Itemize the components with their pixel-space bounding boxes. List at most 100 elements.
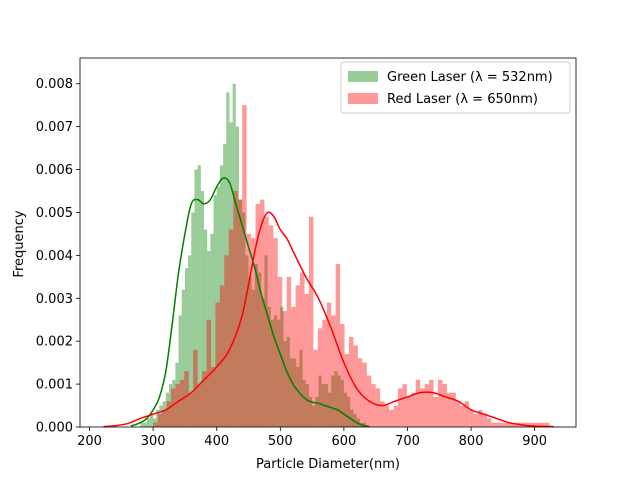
- histogram-bar: [153, 422, 158, 427]
- histogram-bar: [313, 349, 318, 427]
- histogram-bar: [397, 388, 403, 427]
- histogram-bar: [331, 315, 336, 427]
- histogram-bar: [473, 414, 479, 427]
- histogram-bar: [204, 229, 208, 427]
- histogram-bar: [210, 233, 214, 427]
- histogram-bar: [178, 315, 182, 427]
- histogram-bar: [184, 371, 189, 427]
- histogram-bar: [140, 422, 144, 427]
- histogram-bar: [175, 384, 180, 427]
- histogram-bar: [197, 384, 203, 427]
- histogram-bar: [179, 379, 185, 427]
- histogram-bar: [308, 396, 313, 427]
- histogram-bar: [491, 422, 496, 427]
- histogram-bar: [495, 422, 501, 427]
- histogram-bar: [362, 362, 367, 427]
- histogram-bar: [464, 401, 470, 427]
- histogram-bar: [451, 392, 456, 427]
- histogram-bar: [348, 336, 354, 427]
- histogram-bar: [213, 195, 217, 427]
- histogram-bar: [169, 384, 173, 427]
- histogram-bar: [350, 409, 354, 427]
- histogram-bar: [237, 199, 243, 427]
- histogram-bar: [326, 302, 332, 427]
- histogram-bar: [251, 238, 256, 427]
- histogram-bar: [143, 422, 147, 427]
- histogram-bar: [159, 405, 163, 427]
- histogram-bar: [210, 366, 216, 427]
- y-tick-label: 0.004: [36, 249, 73, 264]
- histogram-bar: [402, 384, 407, 427]
- histogram-bar: [197, 165, 201, 427]
- histogram-bar: [146, 418, 150, 427]
- histogram-bar: [202, 371, 207, 427]
- x-tick-label: 400: [204, 434, 229, 449]
- histogram-bar: [184, 268, 189, 427]
- x-tick-label: 700: [395, 434, 420, 449]
- histogram-bar: [235, 126, 239, 428]
- histogram-bar: [429, 379, 434, 427]
- legend-box: [340, 61, 571, 114]
- x-tick-label: 200: [77, 434, 102, 449]
- histogram-bar: [406, 396, 412, 427]
- histogram-bar: [200, 191, 204, 427]
- y-tick-label: 0.001: [36, 378, 73, 393]
- histogram-bar: [344, 354, 349, 427]
- histogram-bar: [340, 324, 345, 427]
- histogram-bar: [226, 92, 230, 427]
- histogram-bar: [389, 409, 394, 427]
- histogram-bar: [312, 405, 316, 427]
- histogram-bar: [206, 319, 211, 427]
- y-tick-label: 0.008: [36, 77, 73, 92]
- histogram-bar: [264, 216, 269, 427]
- histogram-bar: [380, 401, 385, 427]
- histogram-bar: [393, 405, 398, 427]
- histogram-bar: [504, 422, 510, 427]
- histogram-bar: [291, 306, 296, 427]
- histogram-bar: [486, 418, 492, 427]
- histogram-bar: [245, 255, 249, 427]
- histogram-bar: [259, 199, 265, 427]
- x-ticks: 200 300 400 500 600 700 800 900: [77, 427, 547, 449]
- y-axis-label: Frequency: [12, 210, 27, 277]
- histogram-bar: [446, 392, 452, 427]
- histogram-bar: [156, 409, 160, 427]
- histogram-bar: [469, 409, 474, 427]
- histogram-bar: [420, 388, 425, 427]
- histogram-bar: [153, 418, 157, 427]
- histogram-bar: [322, 319, 327, 427]
- y-tick-label: 0.003: [36, 292, 73, 307]
- histogram-bar: [334, 371, 338, 427]
- kde-line: [130, 177, 370, 428]
- legend-label: Red Laser (λ = 650nm): [387, 92, 538, 107]
- histogram-bar: [384, 405, 390, 427]
- histogram-bar: [194, 169, 198, 427]
- histogram-bar: [170, 388, 176, 427]
- histogram-bar: [270, 319, 274, 427]
- histogram-bar: [478, 409, 483, 427]
- histogram-bar: [442, 384, 447, 427]
- histogram-bar: [251, 289, 255, 427]
- legend-swatch: [348, 71, 378, 82]
- y-tick-label: 0.000: [36, 421, 73, 436]
- histogram-bar: [175, 362, 179, 427]
- y-tick-label: 0.006: [36, 163, 73, 178]
- histogram-bar: [149, 414, 154, 427]
- histogram-bar: [264, 255, 268, 427]
- plot-frame: [79, 57, 577, 428]
- histogram-bar: [181, 289, 185, 427]
- x-tick-label: 600: [331, 434, 356, 449]
- histogram-bar: [308, 216, 314, 427]
- kde-line: [103, 211, 554, 428]
- histogram-bar: [513, 422, 519, 427]
- histogram-bar: [286, 336, 290, 427]
- histogram-bar: [162, 401, 166, 427]
- histogram-bar: [289, 358, 294, 427]
- histogram-bar: [232, 83, 236, 427]
- axes: [79, 57, 577, 428]
- histogram-bar: [273, 238, 278, 427]
- histogram-bar: [305, 384, 309, 427]
- histogram-bar: [242, 105, 247, 427]
- histogram-bar: [273, 315, 278, 427]
- histogram-bar: [280, 306, 284, 427]
